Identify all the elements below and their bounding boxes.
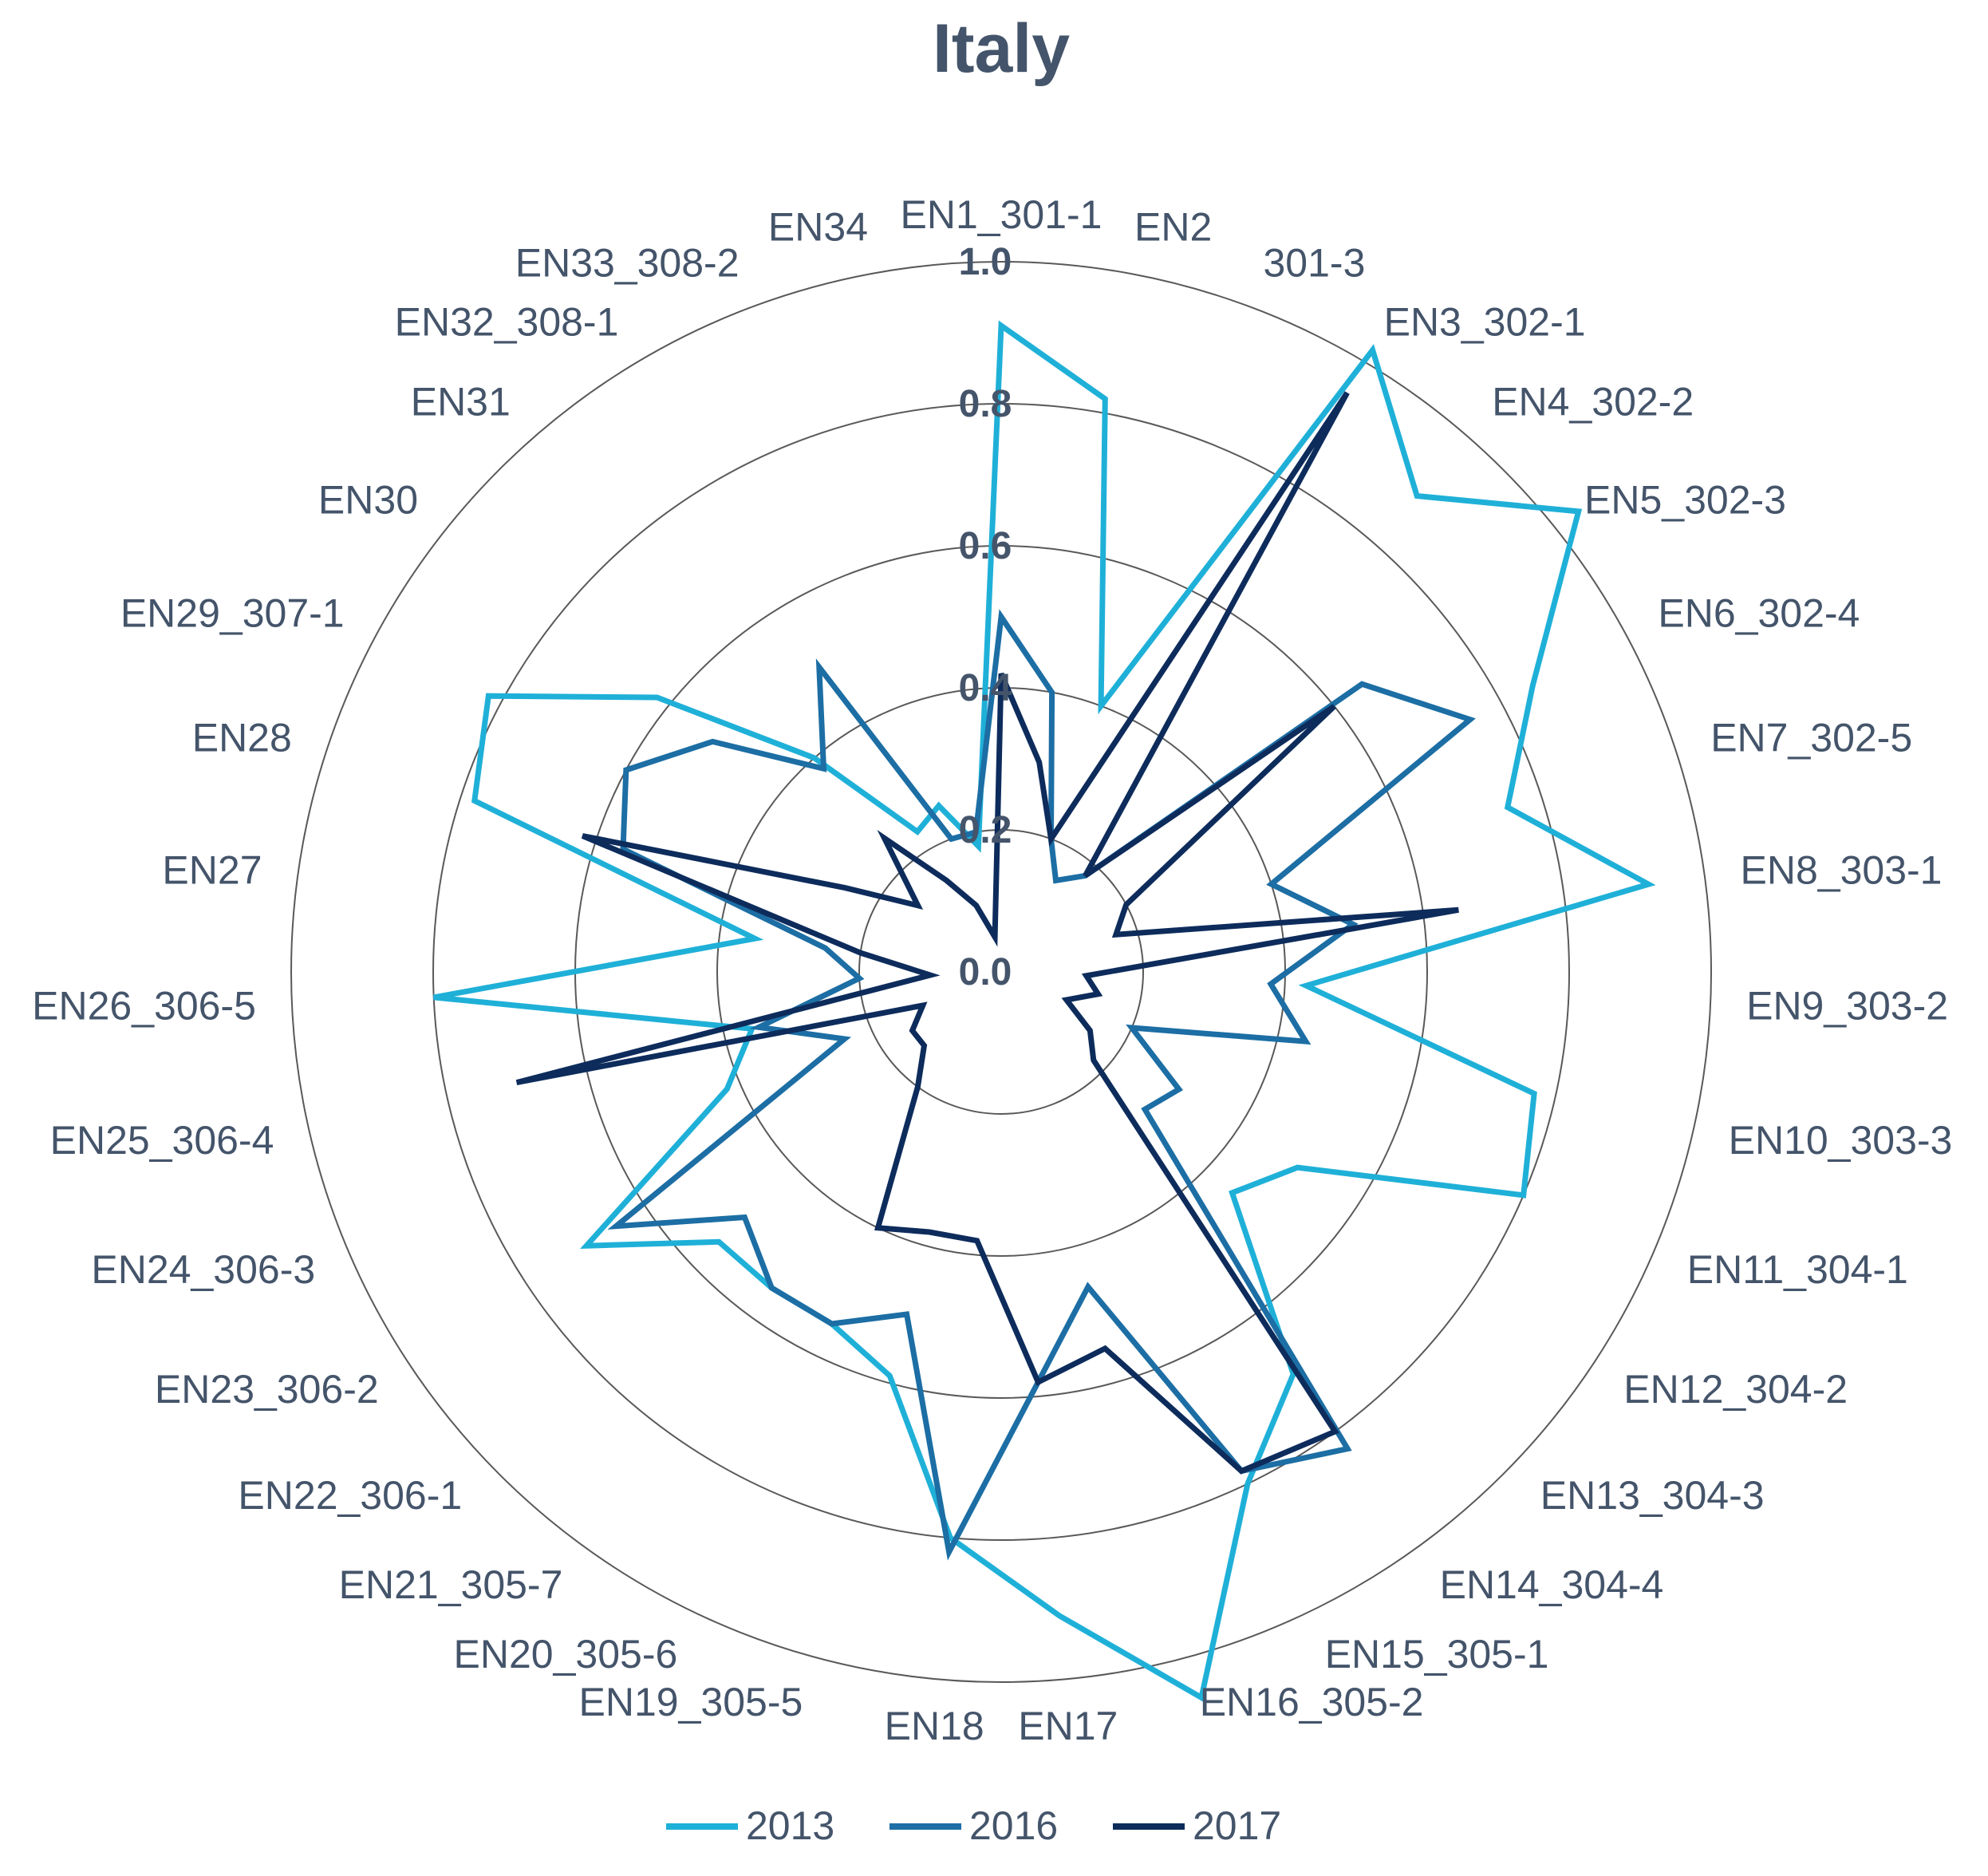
category-label-12: EN12_304-2 [1623, 1367, 1848, 1412]
category-label-13: EN13_304-3 [1540, 1473, 1765, 1518]
category-label-21: EN21_305-7 [339, 1562, 563, 1607]
category-label-7: EN7_302-5 [1710, 716, 1912, 760]
category-label-33: EN33_308-2 [515, 241, 740, 286]
series-layer [433, 320, 1656, 1702]
category-label-10: EN10_303-3 [1729, 1118, 1953, 1163]
tick-label-4: 0.8 [959, 383, 1012, 425]
legend-label-2013: 2013 [746, 1803, 834, 1848]
category-label-25: EN25_306-4 [50, 1118, 274, 1163]
grid-ring-1 [858, 829, 1144, 1115]
grid-ring-4 [432, 403, 1570, 1541]
category-label-24: EN24_306-3 [91, 1247, 315, 1292]
series-line-2017 [515, 391, 1459, 1475]
category-label-8: EN8_303-1 [1741, 848, 1943, 893]
grid-ring-5 [290, 261, 1712, 1683]
category-label-2: 301-3 [1264, 241, 1366, 286]
category-label-0: EN1_301-1 [901, 192, 1102, 237]
category-label-9: EN9_303-2 [1746, 984, 1948, 1029]
category-label-1: EN2 [1134, 204, 1212, 249]
series-line-2013 [433, 320, 1656, 1702]
category-label-32: EN32_308-1 [395, 299, 619, 344]
category-label-3: EN3_302-1 [1384, 299, 1586, 344]
category-label-27: EN27 [162, 848, 262, 893]
category-label-29: EN29_307-1 [120, 590, 345, 635]
tick-label-5: 1.0 [959, 241, 1012, 283]
tick-layer: 0.0 0.2 0.4 0.6 0.8 1.0 [959, 241, 1012, 993]
category-label-28: EN28 [192, 716, 292, 760]
category-label-20: EN20_305-6 [454, 1632, 678, 1677]
legend: 2013 2016 2017 [666, 1803, 1281, 1848]
chart-title: Italy [933, 10, 1070, 87]
category-label-6: EN6_302-4 [1658, 590, 1860, 635]
tick-label-0: 0.0 [959, 951, 1012, 993]
category-label-layer: EN1_301-1 EN2 301-3 EN3_302-1 EN4_302-2 EN5_3… [32, 192, 1952, 1748]
category-label-15: EN15_305-1 [1325, 1632, 1549, 1677]
category-label-17: EN17 [1018, 1704, 1118, 1748]
category-label-11: EN11_304-1 [1687, 1247, 1908, 1292]
tick-label-2: 0.4 [959, 667, 1012, 709]
tick-label-3: 0.6 [959, 525, 1012, 567]
category-label-5: EN5_302-3 [1584, 477, 1786, 522]
category-label-4: EN4_302-2 [1492, 379, 1694, 424]
legend-label-2017: 2017 [1193, 1803, 1281, 1848]
category-label-26: EN26_306-5 [32, 984, 256, 1029]
category-label-31: EN31 [411, 379, 511, 424]
legend-label-2016: 2016 [969, 1803, 1058, 1848]
category-label-14: EN14_304-4 [1440, 1562, 1664, 1607]
series-line-2016 [607, 609, 1476, 1561]
category-label-22: EN22_306-1 [238, 1473, 462, 1518]
tick-label-1: 0.2 [959, 809, 1012, 851]
category-label-23: EN23_306-2 [155, 1367, 379, 1412]
category-label-16: EN16_305-2 [1200, 1680, 1424, 1724]
category-label-19: EN19_305-5 [579, 1680, 803, 1724]
category-label-30: EN30 [318, 477, 418, 522]
category-label-18: EN18 [885, 1704, 984, 1748]
category-label-34: EN34 [768, 204, 868, 249]
